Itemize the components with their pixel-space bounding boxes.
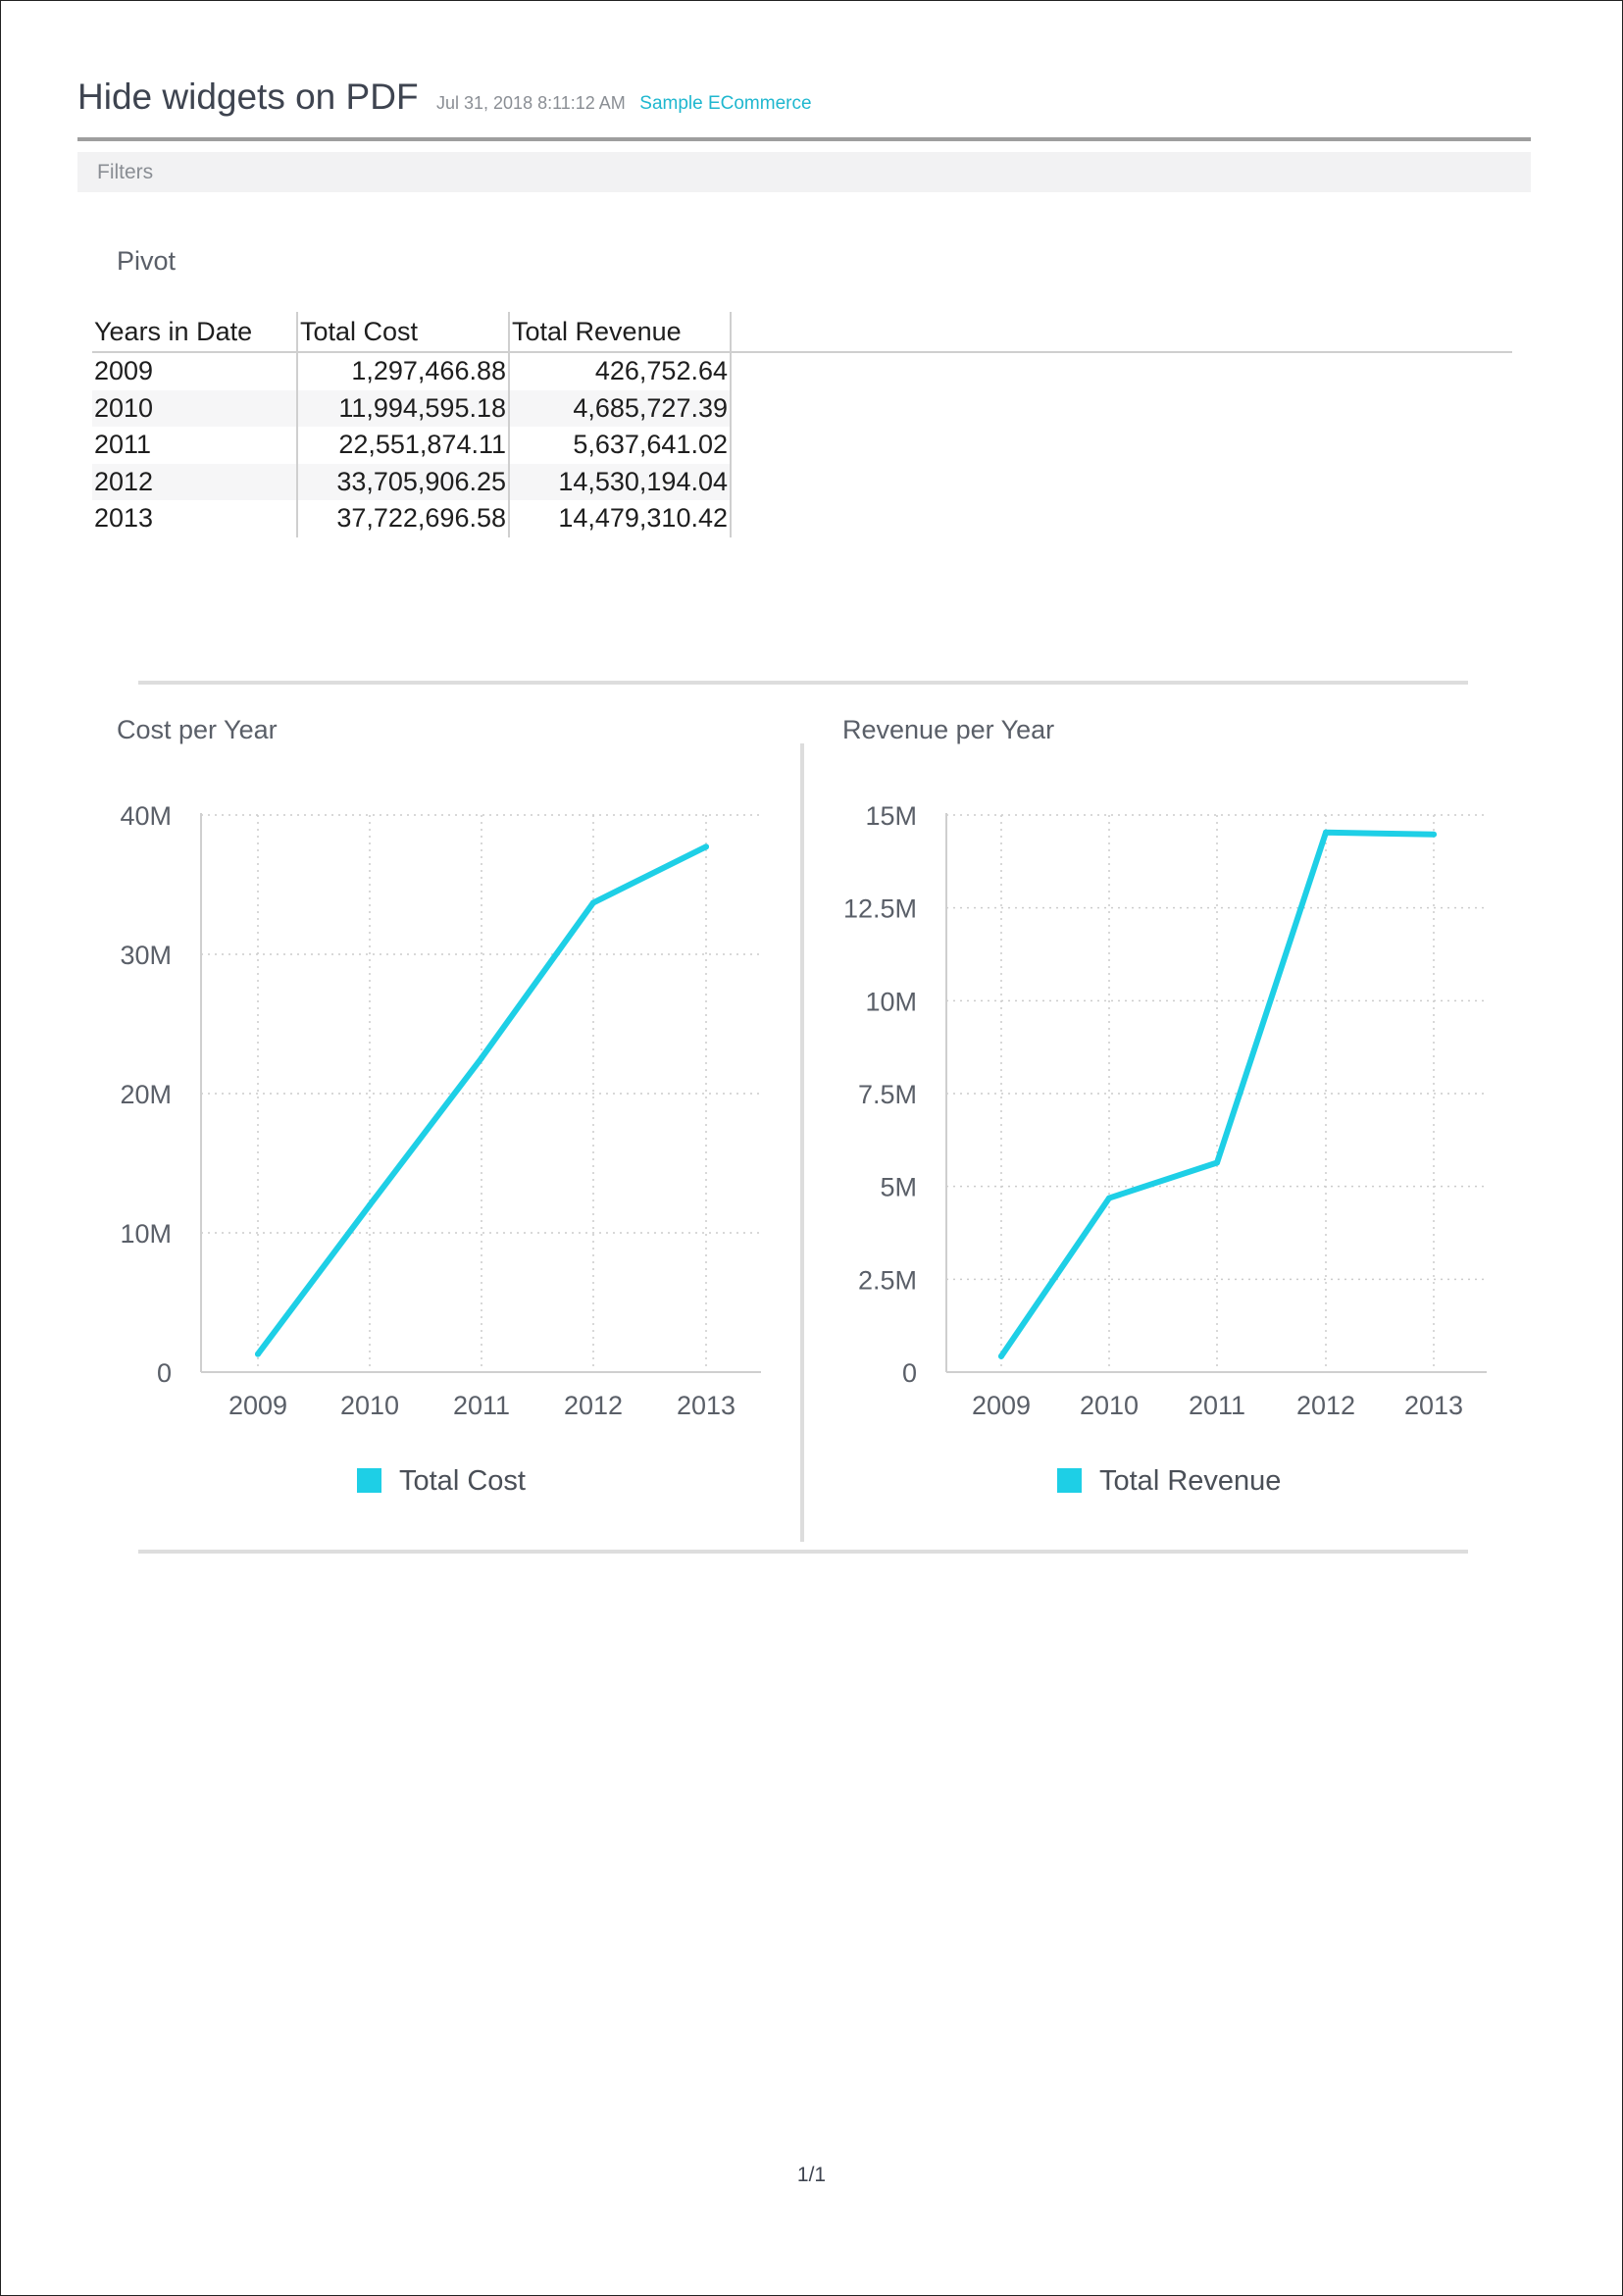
year-cell: 2013 xyxy=(94,503,154,534)
data-point xyxy=(703,843,709,850)
y-tick-label: 0 xyxy=(902,1358,917,1388)
data-point xyxy=(590,899,596,906)
total-revenue-cell: 426,752.64 xyxy=(508,352,732,390)
x-tick-label: 2011 xyxy=(1189,1391,1245,1420)
y-tick-label: 15M xyxy=(865,801,917,831)
column-header-years[interactable]: Years in Date xyxy=(92,312,297,353)
data-point xyxy=(1323,829,1329,836)
y-tick-label: 20M xyxy=(120,1080,172,1109)
pivot-table: Years in Date Total Cost Total Revenue 2… xyxy=(92,312,732,537)
x-tick-label: 2009 xyxy=(972,1391,1031,1420)
table-row: 2011 22,551,874.11 5,637,641.02 xyxy=(92,427,732,464)
total-cost-cell: 22,551,874.11 xyxy=(296,427,509,464)
export-timestamp: Jul 31, 2018 8:11:12 AM xyxy=(436,93,626,113)
year-cell: 2009 xyxy=(94,356,154,386)
year-cell: 2011 xyxy=(94,430,152,460)
total-revenue-cell: 14,530,194.04 xyxy=(508,463,732,500)
x-tick-label: 2013 xyxy=(677,1391,735,1420)
legend-label: Total Cost xyxy=(399,1465,526,1497)
total-cost-cell: 37,722,696.58 xyxy=(296,500,509,537)
x-tick-label: 2011 xyxy=(453,1391,510,1420)
series-line xyxy=(998,829,1437,1359)
charts-bottom-divider xyxy=(138,1550,1468,1554)
table-row: 2010 11,994,595.18 4,685,727.39 xyxy=(92,389,732,427)
legend-label: Total Revenue xyxy=(1099,1465,1281,1497)
header-divider xyxy=(77,137,1531,141)
y-tick-label: 12.5M xyxy=(843,894,917,924)
data-point xyxy=(1106,1195,1112,1201)
table-row: 2012 33,705,906.25 14,530,194.04 xyxy=(92,463,732,500)
year-cell: 2012 xyxy=(92,463,297,500)
charts-top-divider xyxy=(138,681,1468,685)
x-tick-label: 2010 xyxy=(1080,1391,1139,1420)
table-row: 2013 37,722,696.58 14,479,310.42 xyxy=(92,500,732,537)
legend-swatch xyxy=(357,1468,381,1493)
pivot-header-row: Years in Date Total Cost Total Revenue xyxy=(92,312,732,353)
total-revenue-cell: 14,479,310.42 xyxy=(508,500,732,537)
dashboard-title: Hide widgets on PDF xyxy=(77,77,419,117)
data-point xyxy=(479,1054,484,1061)
cost-chart-title: Cost per Year xyxy=(117,715,278,744)
y-tick-label: 0 xyxy=(157,1358,172,1388)
data-point xyxy=(367,1201,373,1208)
year-cell: 2010 xyxy=(92,389,297,427)
data-point xyxy=(255,1351,261,1357)
table-row: 2009 1,297,466.88 426,752.64 xyxy=(92,352,732,390)
y-tick-label: 30M xyxy=(120,941,172,970)
total-cost-cell: 11,994,595.18 xyxy=(296,389,509,427)
pivot-title: Pivot xyxy=(117,246,177,276)
pivot-widget: Years in Date Total Cost Total Revenue 2… xyxy=(92,312,1512,537)
y-tick-label: 40M xyxy=(120,801,172,831)
y-tick-label: 2.5M xyxy=(858,1265,917,1295)
y-tick-label: 10M xyxy=(865,987,917,1016)
dashboard-header: Hide widgets on PDF Jul 31, 2018 8:11:12… xyxy=(77,77,812,118)
revenue-chart-title: Revenue per Year xyxy=(842,715,1055,744)
total-cost-cell: 1,297,466.88 xyxy=(296,352,509,390)
total-revenue-cell: 5,637,641.02 xyxy=(508,427,732,464)
y-tick-label: 7.5M xyxy=(858,1080,917,1109)
pivot-header-rule xyxy=(92,351,1512,353)
x-tick-label: 2012 xyxy=(564,1391,623,1420)
datasource-link[interactable]: Sample ECommerce xyxy=(639,93,812,114)
total-cost-cell: 33,705,906.25 xyxy=(296,463,509,500)
charts-vertical-divider xyxy=(800,743,804,1542)
x-tick-label: 2013 xyxy=(1404,1391,1463,1420)
y-tick-label: 5M xyxy=(880,1173,917,1202)
page-number: 1/1 xyxy=(796,2164,827,2186)
x-tick-label: 2012 xyxy=(1296,1391,1355,1420)
x-tick-label: 2009 xyxy=(228,1391,287,1420)
column-header-total-cost[interactable]: Total Cost xyxy=(296,312,509,353)
legend-swatch xyxy=(1057,1468,1082,1493)
data-point xyxy=(1214,1159,1220,1166)
filters-bar[interactable]: Filters xyxy=(77,152,1531,192)
data-point xyxy=(1431,831,1437,838)
total-revenue-cell: 4,685,727.39 xyxy=(508,389,732,427)
x-tick-label: 2010 xyxy=(340,1391,399,1420)
data-point xyxy=(998,1352,1004,1359)
y-tick-label: 10M xyxy=(120,1219,172,1249)
